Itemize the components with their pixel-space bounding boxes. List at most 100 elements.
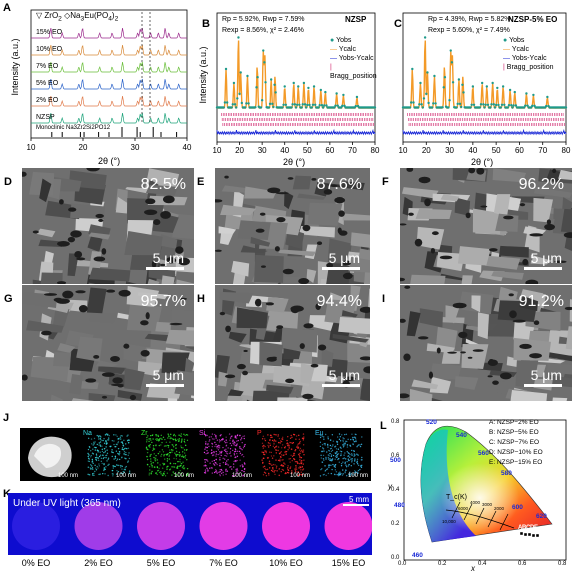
yobs-point (295, 106, 297, 108)
yobs-point (417, 106, 419, 108)
scale-bar: 5 μm (322, 250, 360, 270)
yobs-point (335, 92, 337, 94)
yobs-point (224, 101, 226, 103)
yobs-point (433, 75, 435, 77)
yobs-point (254, 106, 256, 108)
yobs-point (272, 106, 274, 108)
uv-sample-disc (200, 502, 248, 550)
curve-label: 7% EO (36, 63, 58, 70)
uv-sample-label: 5% EO (131, 558, 191, 568)
x-tick-label: 20 (422, 146, 431, 155)
curve-label: 15% EO (36, 29, 62, 36)
yobs-point (426, 71, 428, 73)
x-tick-label: 0.2 (438, 561, 446, 567)
scale-bar: 5 μm (146, 250, 184, 270)
yobs-point (244, 106, 246, 108)
panel-letter-h: H (197, 293, 205, 305)
density-label: 94.4% (317, 293, 362, 311)
yobs-point (223, 106, 225, 108)
yobs-point (264, 81, 266, 83)
yobs-point (487, 104, 489, 106)
yobs-point (452, 81, 454, 83)
yobs-point (256, 76, 258, 78)
yobs-point (486, 85, 488, 87)
scale-label: 100 nm (174, 473, 194, 479)
yobs-point (496, 87, 498, 89)
yobs-point (274, 91, 276, 93)
yobs-point (341, 105, 343, 107)
yobs-point (497, 104, 499, 106)
eds-map: 100 nm (20, 428, 81, 481)
x-axis-label: 2θ (°) (283, 157, 305, 167)
legend: ● Yobs — Ycalc — Yobs-Ycalc | Bragg_posi… (330, 36, 380, 81)
diff-line (403, 130, 566, 134)
cct-value: 10,000 (442, 519, 456, 524)
yobs-point (297, 85, 299, 87)
yobs-point (427, 102, 429, 104)
yobs-point (460, 106, 462, 108)
curve-label: 2% EO (36, 97, 58, 104)
scale-bar: 5 μm (524, 250, 562, 270)
yobs-point (444, 76, 446, 78)
yobs-point (303, 82, 305, 84)
curve-label: NZSP (36, 114, 55, 121)
yobs-point (418, 103, 420, 105)
yobs-point (495, 104, 497, 106)
yobs-point (334, 104, 336, 106)
yobs-point (455, 106, 457, 108)
uv-sample-disc (12, 502, 60, 550)
density-label: 87.6% (317, 176, 362, 194)
cie-y-label: y (388, 482, 392, 491)
uv-sample-disc (75, 502, 123, 550)
wavelength-label: 520 (426, 419, 437, 426)
x-tick-label: 10 (399, 146, 408, 155)
curve-label: 10% EO (36, 46, 62, 53)
yobs-point (290, 106, 292, 108)
yobs-point (447, 106, 449, 108)
yobs-point (236, 97, 238, 99)
element-label: Na (83, 430, 92, 437)
yobs-point (271, 103, 273, 105)
panel-letter-i: I (382, 293, 385, 305)
wavelength-label: 560 (478, 450, 489, 457)
scale-label: 100 nm (58, 473, 78, 479)
yobs-point (282, 104, 284, 106)
x-tick-label: 10 (213, 146, 222, 155)
x-tick-label: 0.0 (398, 561, 406, 567)
yobs-point (304, 103, 306, 105)
wavelength-label: 480 (394, 502, 405, 509)
x-tick-label: 40 (280, 146, 289, 155)
y-axis-label: Intensity (a.u.) (10, 27, 20, 107)
x-tick-label: 20 (235, 146, 244, 155)
yobs-point (510, 104, 512, 106)
density-label: 96.2% (519, 176, 564, 194)
yobs-point (293, 82, 295, 84)
yobs-point (546, 96, 548, 98)
y-tick-label: 0.4 (391, 487, 399, 493)
yobs-point (263, 61, 265, 63)
yobs-point (237, 36, 239, 38)
yobs-point (431, 106, 433, 108)
yobs-point (307, 87, 309, 89)
wavelength-label: 460 (412, 552, 423, 559)
yobs-point (241, 102, 243, 104)
diff-line (217, 130, 375, 134)
yobs-point (500, 106, 502, 108)
yobs-point (450, 49, 452, 51)
yobs-point (420, 103, 422, 105)
y-axis-label: Intensity (a.u.) (198, 35, 208, 115)
yobs-point (425, 93, 427, 95)
x-axis-label: 2θ (°) (471, 157, 493, 167)
yobs-point (238, 93, 240, 95)
legend-text: ▽ ZrO2 ◇Na3Eu(PO4)2 (36, 11, 118, 23)
yobs-point (284, 85, 286, 87)
yobs-point (311, 106, 313, 108)
triangle-icon: ▽ (36, 11, 42, 20)
